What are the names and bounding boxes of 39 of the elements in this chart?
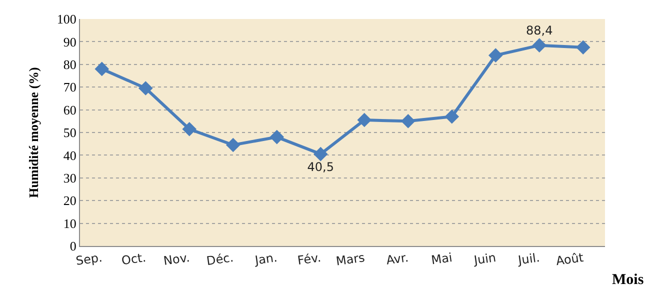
x-tick-label: Mars bbox=[335, 250, 366, 268]
point bbox=[357, 112, 372, 128]
point bbox=[313, 146, 328, 162]
y-axis-title: Humidité moyenne (%) bbox=[26, 67, 41, 198]
x-tick-label: Déc. bbox=[206, 250, 234, 268]
point bbox=[138, 81, 153, 96]
y-tick-label: 70 bbox=[63, 80, 76, 95]
point bbox=[226, 138, 240, 152]
y-tick-label: 10 bbox=[63, 216, 76, 231]
point bbox=[182, 122, 197, 136]
point bbox=[532, 38, 547, 52]
x-tick-label: Avr. bbox=[385, 250, 410, 268]
y-tick-label: 20 bbox=[63, 193, 76, 208]
x-tick-label: Mai bbox=[430, 250, 454, 268]
y-tick-label: 60 bbox=[63, 102, 76, 118]
y-tick-label: 0 bbox=[70, 238, 76, 254]
x-tick-label: Fév. bbox=[296, 250, 322, 268]
point bbox=[488, 48, 503, 62]
y-tick-label: 100 bbox=[56, 12, 76, 27]
x-tick-label: Juin bbox=[472, 250, 497, 268]
point bbox=[400, 114, 416, 128]
x-tick-label: Août bbox=[555, 250, 585, 268]
point bbox=[94, 62, 110, 76]
point bbox=[576, 40, 590, 55]
x-tick-label: Nov. bbox=[162, 250, 191, 268]
x-tick-label: Sep. bbox=[75, 250, 104, 268]
data-label: 40,5 bbox=[307, 160, 334, 174]
point bbox=[444, 109, 460, 124]
y-tick-label: 90 bbox=[63, 34, 76, 50]
y-tick-label: 50 bbox=[63, 125, 76, 140]
point bbox=[270, 130, 284, 144]
x-tick-label: Jan. bbox=[253, 250, 278, 268]
y-tick-label: 40 bbox=[63, 148, 76, 163]
x-tick-label: Juil. bbox=[516, 250, 541, 268]
y-tick-label: 80 bbox=[63, 56, 76, 72]
y-tick-label: 30 bbox=[63, 170, 76, 186]
data-label: 88,4 bbox=[526, 23, 553, 38]
x-axis-title: Mois bbox=[612, 272, 644, 288]
x-tick-label: Oct. bbox=[120, 250, 147, 268]
